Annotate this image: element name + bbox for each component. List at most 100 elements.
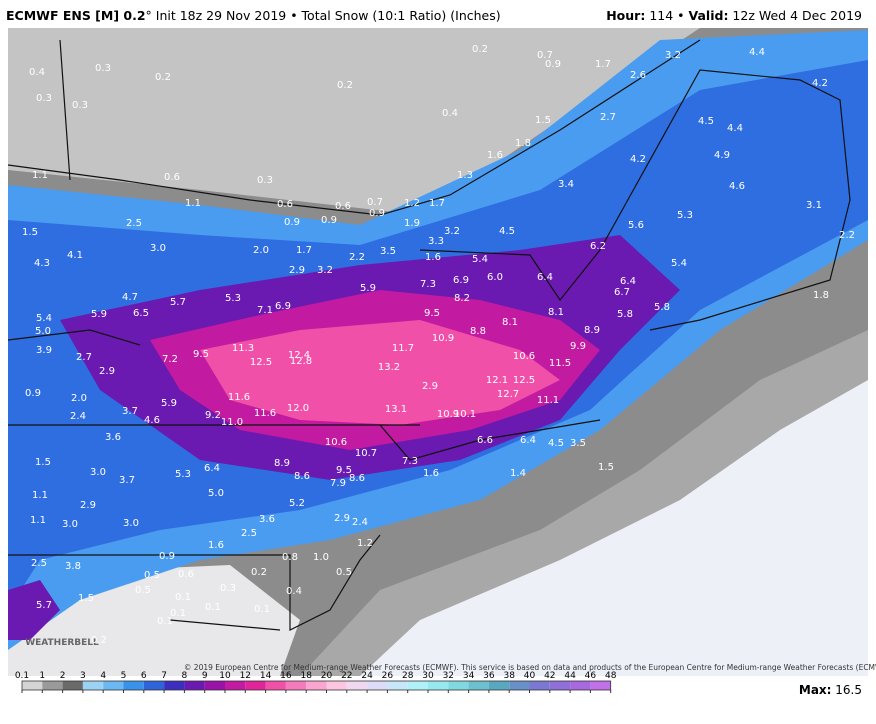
map-labels: 0.4 0.30.20.20.30.30.40.20.70.9 1.73.2 4.44… (22, 44, 855, 646)
map-value-label: 0.9 (284, 217, 300, 228)
legend-swatch (123, 681, 144, 690)
map-value-label: 12.1 (486, 375, 508, 386)
legend-tick-label: 44 (564, 671, 576, 681)
map-value-label: 7.3 (402, 456, 418, 467)
map-value-label: 9.5 (336, 465, 352, 476)
legend-tick-label: 40 (524, 671, 536, 681)
map-value-label: 12.4 (288, 350, 310, 361)
map-value-label: 3.3 (428, 236, 444, 247)
map-value-label: 0.6 (277, 199, 293, 210)
map-value-label: 10.9 (437, 409, 459, 420)
map-value-label: 5.8 (654, 302, 670, 313)
map-value-label: 13.2 (378, 362, 400, 373)
map-value-label: 5.9 (360, 283, 376, 294)
map-value-label: 3.7 (119, 475, 135, 486)
copyright: © 2019 European Centre for Medium-range … (184, 663, 876, 672)
map-value-label: 10.6 (513, 351, 535, 362)
legend-swatch (428, 681, 449, 690)
legend-tick-label: 12 (240, 671, 251, 681)
map-value-label: 10.1 (454, 409, 476, 420)
legend-swatch (164, 681, 185, 690)
map-value-label: 6.4 (520, 435, 536, 446)
max-value: 16.5 (835, 683, 862, 697)
map-value-label: 0.1 (205, 602, 221, 613)
map-value-label: 5.9 (161, 398, 177, 409)
map-value-label: 3.9 (36, 345, 52, 356)
map-value-label: 1.7 (429, 198, 445, 209)
map-value-label: 0.4 (442, 108, 458, 119)
map-value-label: 2.9 (80, 500, 96, 511)
map-value-label: 0.1 (170, 608, 186, 619)
map-value-label: 0.5 (135, 585, 151, 596)
legend-tick-label: 9 (202, 671, 208, 681)
title: ECMWF ENS [M] 0.2° Init 18z 29 Nov 2019 … (6, 8, 501, 23)
map-value-label: 0.6 (164, 172, 180, 183)
map-value-label: 2.7 (76, 352, 92, 363)
max-key: Max: (799, 683, 832, 697)
map-value-label: 6.9 (453, 275, 469, 286)
legend-tick-label: 36 (483, 671, 495, 681)
map-value-label: 1.8 (813, 290, 829, 301)
map-value-label: 3.0 (90, 467, 106, 478)
title-bold: ECMWF ENS [M] 0.2 (6, 8, 146, 23)
map-value-label: 2.4 (70, 411, 86, 422)
map-value-label: 5.3 (677, 210, 693, 221)
map-value-label: 2.6 (630, 70, 646, 81)
legend-tick-label: 6 (141, 671, 147, 681)
map-value-label: 12.8 (290, 356, 312, 367)
legend-swatch (143, 681, 165, 690)
map-value-label: 8.8 (470, 326, 486, 337)
legend-tick-label: 7 (161, 671, 167, 681)
map-value-label: 1.5 (78, 593, 94, 604)
legend-swatch (103, 681, 124, 690)
map-value-label: 0.5 (144, 570, 160, 581)
map-value-label: 1.6 (425, 252, 441, 263)
map-value-label: 1.5 (35, 457, 51, 468)
map-value-label: 6.5 (133, 308, 149, 319)
legend-swatch (570, 681, 591, 690)
map-value-label: 1.1 (185, 198, 201, 209)
legend-tick-label: 22 (341, 671, 352, 681)
map-value-label: 3.0 (150, 243, 166, 254)
map-value-label: 0.3 (95, 63, 111, 74)
map-value-label: 1.3 (457, 170, 473, 181)
map-value-label: 4.7 (122, 292, 138, 303)
map-value-label: 5.0 (208, 488, 224, 499)
map-value-label: 3.6 (105, 432, 121, 443)
map-value-label: 0.3 (72, 100, 88, 111)
map-value-label: 1.0 (313, 552, 329, 563)
map-value-label: 2.5 (241, 528, 257, 539)
map-value-label: 10.6 (325, 437, 347, 448)
legend-swatch (245, 681, 266, 690)
map-value-label: 5.7 (36, 600, 52, 611)
map-value-label: 3.4 (558, 179, 574, 190)
legend-swatch (488, 681, 510, 690)
map-value-label: 8.1 (502, 317, 518, 328)
map-value-label: 0.4 (29, 67, 45, 78)
map-value-label: 2.4 (352, 517, 368, 528)
map-value-label: 3.7 (122, 406, 138, 417)
legend-tick-label: 2 (60, 671, 66, 681)
map-value-label: 10.9 (432, 333, 454, 344)
legend-swatch (590, 681, 611, 690)
legend-tick-label: 30 (422, 671, 434, 681)
map-value-label: 0.7 (537, 50, 553, 61)
map-value-label: 0.9 (321, 215, 337, 226)
map-value-label: 1.5 (598, 462, 614, 473)
legend-tick-label: 46 (585, 671, 597, 681)
map-value-label: 5.9 (91, 309, 107, 320)
map-value-label: 7.1 (257, 305, 273, 316)
map-value-label: 2.9 (99, 366, 115, 377)
map-value-label: 0.2 (155, 72, 171, 83)
map-value-label: 6.2 (590, 241, 606, 252)
map-value-label: 0.2 (472, 44, 488, 55)
map-value-label: 2.5 (126, 218, 142, 229)
map-value-label: 6.6 (477, 435, 493, 446)
map-value-label: 5.7 (170, 297, 186, 308)
legend-swatch (448, 681, 469, 690)
map-value-label: 5.2 (289, 498, 305, 509)
valid-rest: 12z Wed 4 Dec 2019 (728, 8, 862, 23)
map-value-label: 2.2 (349, 252, 365, 263)
legend-swatch (225, 681, 246, 690)
map-value-label: 8.9 (584, 325, 600, 336)
